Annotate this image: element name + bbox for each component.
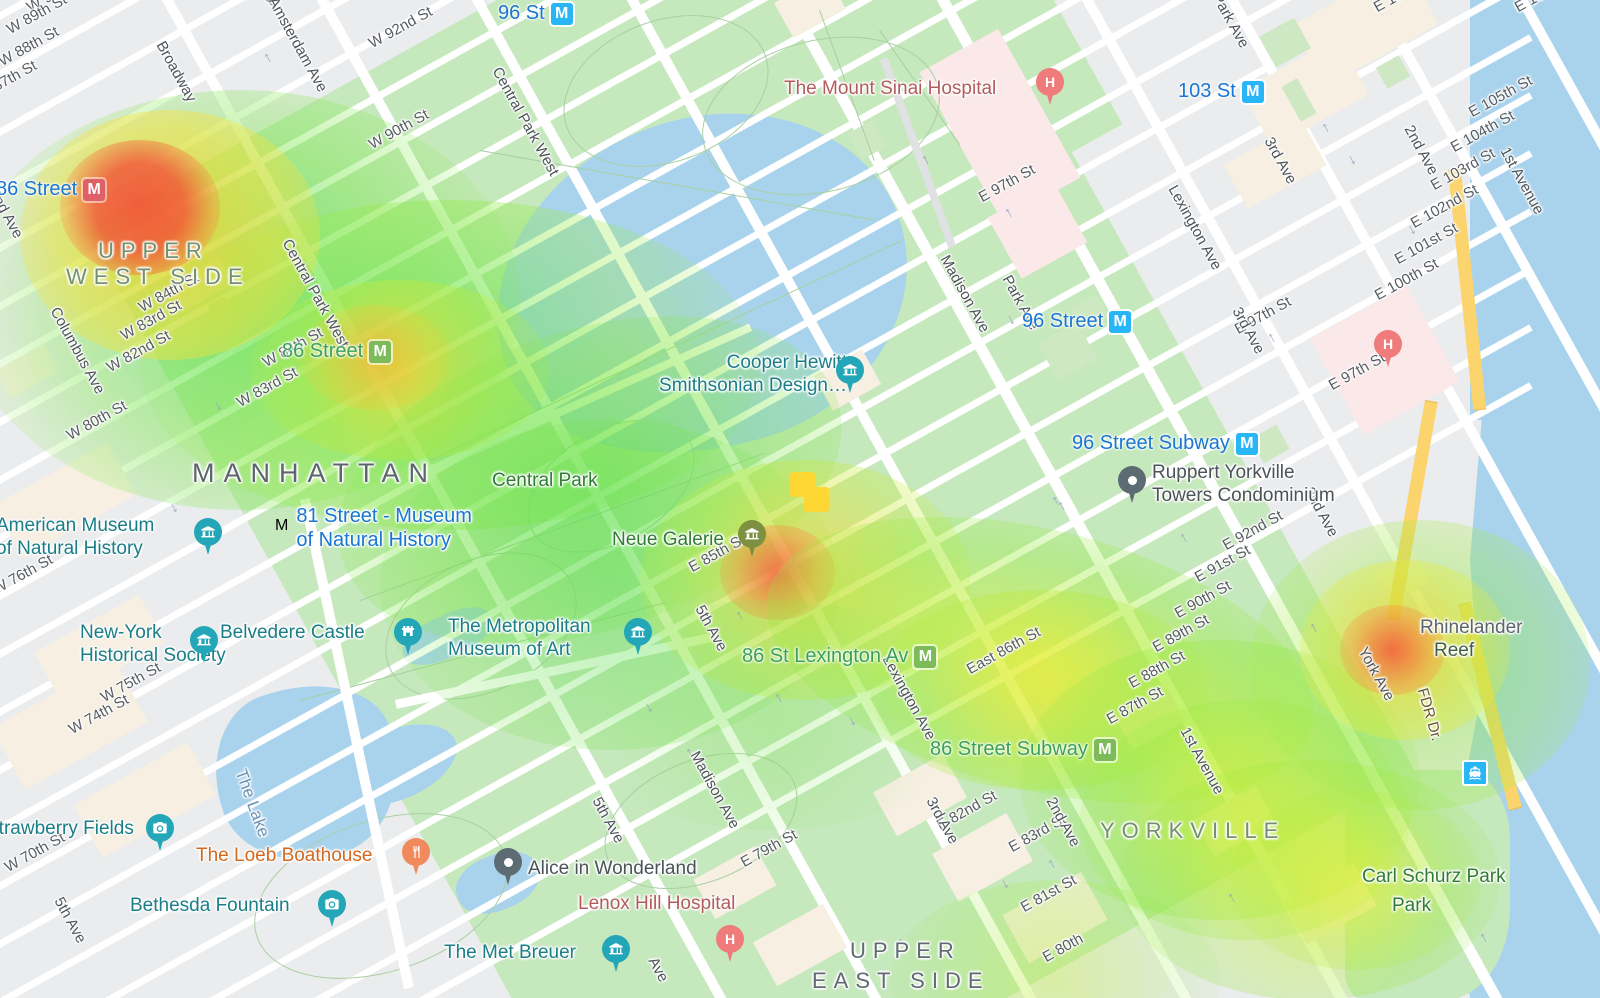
subway-station-103-st[interactable]: 103 St M [1178, 80, 1264, 103]
place-label-loeb-boathouse: The Loeb Boathouse [196, 845, 373, 866]
place-label-belvedere-castle: Belvedere Castle [220, 622, 365, 643]
place-label-ruppert-yorkville: Ruppert Yorkville Towers Condominium [1152, 462, 1335, 506]
museum-icon [201, 526, 215, 538]
hospital-pin-east-97[interactable]: H [1374, 330, 1402, 368]
museum-pin-nyhs[interactable] [190, 626, 218, 664]
place-pin-ruppert-yorkville[interactable] [1118, 466, 1146, 504]
neighborhood-label-yorkville: YORKVILLE [1100, 818, 1286, 843]
park-label-carl-schurz-park-line2: Park [1392, 895, 1432, 916]
park-label-carl-schurz-park: Carl Schurz Park [1362, 866, 1506, 887]
place-label-neue-galerie: Neue Galerie [612, 529, 724, 550]
neighborhood-label-uws-line1: UPPER [98, 238, 209, 263]
subway-label: 96 Street [1022, 310, 1104, 332]
museum-icon [843, 364, 857, 376]
place-label-strawberry-fields: Strawberry Fields [0, 818, 134, 839]
place-label-met-breuer: The Met Breuer [444, 942, 576, 963]
subway-station-86-street-subway[interactable]: 86 Street Subway M [930, 738, 1116, 761]
museum-pin-met-breuer[interactable] [602, 935, 630, 973]
castle-icon [402, 626, 414, 636]
neighborhood-label-uws-line2: WEST SIDE [66, 264, 250, 289]
subway-station-81-street[interactable]: M 81 Street - Museum of Natural History [275, 505, 496, 552]
subway-label: 86 Street Subway [930, 738, 1088, 760]
subway-m-icon: M [275, 517, 289, 534]
subway-station-96-street[interactable]: 96 Street M [1022, 310, 1132, 333]
subway-m-icon: M [550, 2, 573, 25]
subway-label: 96 St [498, 2, 545, 24]
subway-station-96-street-subway[interactable]: 96 Street Subway M [1072, 432, 1258, 455]
place-dot-icon [494, 848, 522, 876]
camera-icon [153, 822, 167, 834]
place-label-lenox-hill-hospital: Lenox Hill Hospital [578, 893, 736, 914]
camera-icon [325, 898, 339, 910]
subway-label: 86 St Lexington Av [742, 645, 909, 667]
museum-icon [745, 528, 759, 540]
place-label-bethesda-fountain: Bethesda Fountain [130, 895, 290, 916]
camera-pin-bethesda-fountain[interactable] [318, 890, 346, 928]
castle-pin-belvedere[interactable] [394, 618, 422, 656]
museum-icon [609, 943, 623, 955]
subway-m-icon: M [1093, 738, 1116, 761]
camera-pin-strawberry-fields[interactable] [146, 814, 174, 852]
museum-pin-met[interactable] [624, 618, 652, 656]
hospital-h-icon: H [1044, 74, 1056, 90]
place-pin-alice-in-wonderland[interactable] [494, 848, 522, 886]
place-label-alice-in-wonderland: Alice in Wonderland [528, 858, 697, 879]
place-label-rhinelander-reef-line1: Rhinelander [1420, 617, 1523, 638]
subway-label: 86 Street [0, 178, 78, 200]
hospital-h-icon: H [1382, 336, 1394, 352]
place-label-nyhs: New-York Historical Society [80, 622, 226, 666]
place-label-cooper-hewitt: Cooper Hewitt Smithsonian Design… [659, 352, 847, 396]
cluster-square-front[interactable] [804, 487, 829, 512]
subway-label: 96 Street Subway [1072, 432, 1230, 454]
place-label-amnh: American Museum of Natural History [0, 515, 155, 559]
hospital-pin-mount-sinai[interactable]: H [1036, 68, 1064, 106]
museum-pin-amnh[interactable] [194, 518, 222, 556]
museum-icon [197, 634, 211, 646]
subway-m-icon: M [1235, 432, 1258, 455]
subway-m-icon: M [1241, 80, 1264, 103]
museum-icon [631, 626, 645, 638]
subway-label: 103 St [1178, 80, 1236, 102]
place-dot-icon [1118, 466, 1146, 494]
subway-m-icon: M [1109, 310, 1132, 333]
hospital-h-icon: H [724, 931, 736, 947]
neighborhood-label-ues-line2: EAST SIDE [812, 968, 990, 993]
place-label-mount-sinai-hospital: The Mount Sinai Hospital [784, 78, 997, 99]
ferry-terminal-icon[interactable] [1462, 760, 1488, 786]
restaurant-pin-loeb-boathouse[interactable] [402, 838, 430, 876]
museum-pin-cooper-hewitt[interactable] [836, 356, 864, 394]
restaurant-icon [413, 846, 420, 858]
subway-label: 81 Street - Museum of Natural History [296, 505, 472, 551]
museum-pin-neue-galerie[interactable] [738, 520, 766, 558]
subway-m-icon: M [914, 645, 937, 668]
subway-label: 86 Street [282, 340, 364, 362]
subway-station-86-street-uws[interactable]: 86 Street M [0, 178, 106, 201]
neighborhood-label-ues-line1: UPPER [850, 938, 961, 963]
hospital-pin-lenox-hill[interactable]: H [716, 925, 744, 963]
subway-m-icon: M [83, 178, 106, 201]
subway-station-86-st-lexington-av[interactable]: 86 St Lexington Av M [742, 645, 937, 668]
subway-station-86-street-columbus[interactable]: 86 Street M [282, 340, 392, 363]
borough-label: MANHATTAN [192, 458, 437, 488]
subway-m-icon: M [369, 340, 392, 363]
place-label-met-museum: The Metropolitan Museum of Art [448, 616, 591, 660]
park-label-central-park: Central Park [492, 470, 598, 491]
subway-station-96-st[interactable]: 96 St M [498, 2, 573, 25]
place-label-rhinelander-reef-line2: Reef [1434, 640, 1475, 661]
